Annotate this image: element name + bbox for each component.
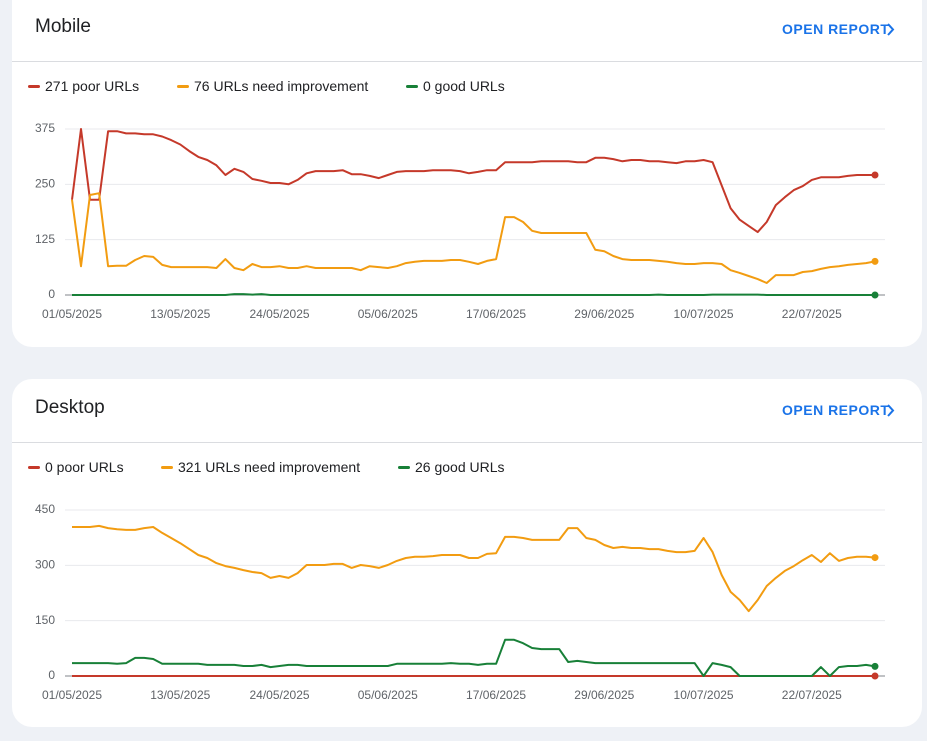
legend-swatch: [406, 85, 418, 88]
series-line: [71, 192, 876, 284]
series-line: [72, 293, 875, 296]
end-point: [871, 662, 879, 670]
legend-swatch: [28, 466, 40, 469]
open-report-link[interactable]: OPEN REPORT: [782, 402, 890, 418]
chevron-icon: [887, 404, 895, 417]
x-tick-label: 17/06/2025: [466, 307, 526, 321]
end-point: [871, 291, 879, 299]
end-point: [871, 257, 879, 265]
y-tick-label: 0: [48, 668, 55, 682]
x-tick-label: 17/06/2025: [466, 688, 526, 702]
y-tick-label: 0: [48, 287, 55, 301]
open-report-link[interactable]: OPEN REPORT: [782, 21, 890, 37]
x-tick-label: 05/06/2025: [358, 688, 418, 702]
card-title: Mobile: [35, 16, 91, 37]
y-tick-label: 125: [35, 232, 55, 246]
legend-swatch: [398, 466, 410, 469]
x-tick-label: 05/06/2025: [358, 307, 418, 321]
x-tick-label: 10/07/2025: [674, 307, 734, 321]
y-tick-label: 150: [35, 613, 55, 627]
x-tick-label: 01/05/2025: [42, 307, 102, 321]
x-tick-label: 01/05/2025: [42, 688, 102, 702]
divider: [12, 442, 922, 443]
card: [12, 379, 922, 727]
legend-label: 0 poor URLs: [45, 459, 124, 475]
end-point: [871, 672, 879, 680]
series-line: [72, 638, 876, 677]
y-tick-label: 250: [35, 177, 55, 191]
series-line: [72, 524, 876, 613]
x-tick-label: 22/07/2025: [782, 688, 842, 702]
x-tick-label: 29/06/2025: [574, 688, 634, 702]
card-title: Desktop: [35, 397, 105, 418]
legend-label: 321 URLs need improvement: [178, 459, 361, 475]
end-point: [871, 171, 879, 179]
x-tick-label: 24/05/2025: [249, 307, 309, 321]
x-tick-label: 22/07/2025: [782, 307, 842, 321]
end-point: [871, 554, 879, 562]
legend-label: 76 URLs need improvement: [194, 78, 369, 94]
legend-swatch: [177, 85, 189, 88]
x-tick-label: 24/05/2025: [249, 688, 309, 702]
divider: [12, 61, 922, 62]
legend-label: 271 poor URLs: [45, 78, 140, 94]
legend-swatch: [28, 85, 40, 88]
legend-label: 0 good URLs: [423, 78, 505, 94]
y-tick-label: 300: [35, 558, 55, 572]
legend-swatch: [161, 466, 173, 469]
legend-label: 26 good URLs: [415, 459, 505, 475]
x-tick-label: 13/05/2025: [150, 688, 210, 702]
series-line: [71, 128, 875, 234]
x-tick-label: 10/07/2025: [674, 688, 734, 702]
y-tick-label: 450: [35, 502, 55, 516]
x-tick-label: 29/06/2025: [574, 307, 634, 321]
y-tick-label: 375: [35, 121, 55, 135]
chevron-icon: [887, 23, 895, 36]
x-tick-label: 13/05/2025: [150, 307, 210, 321]
